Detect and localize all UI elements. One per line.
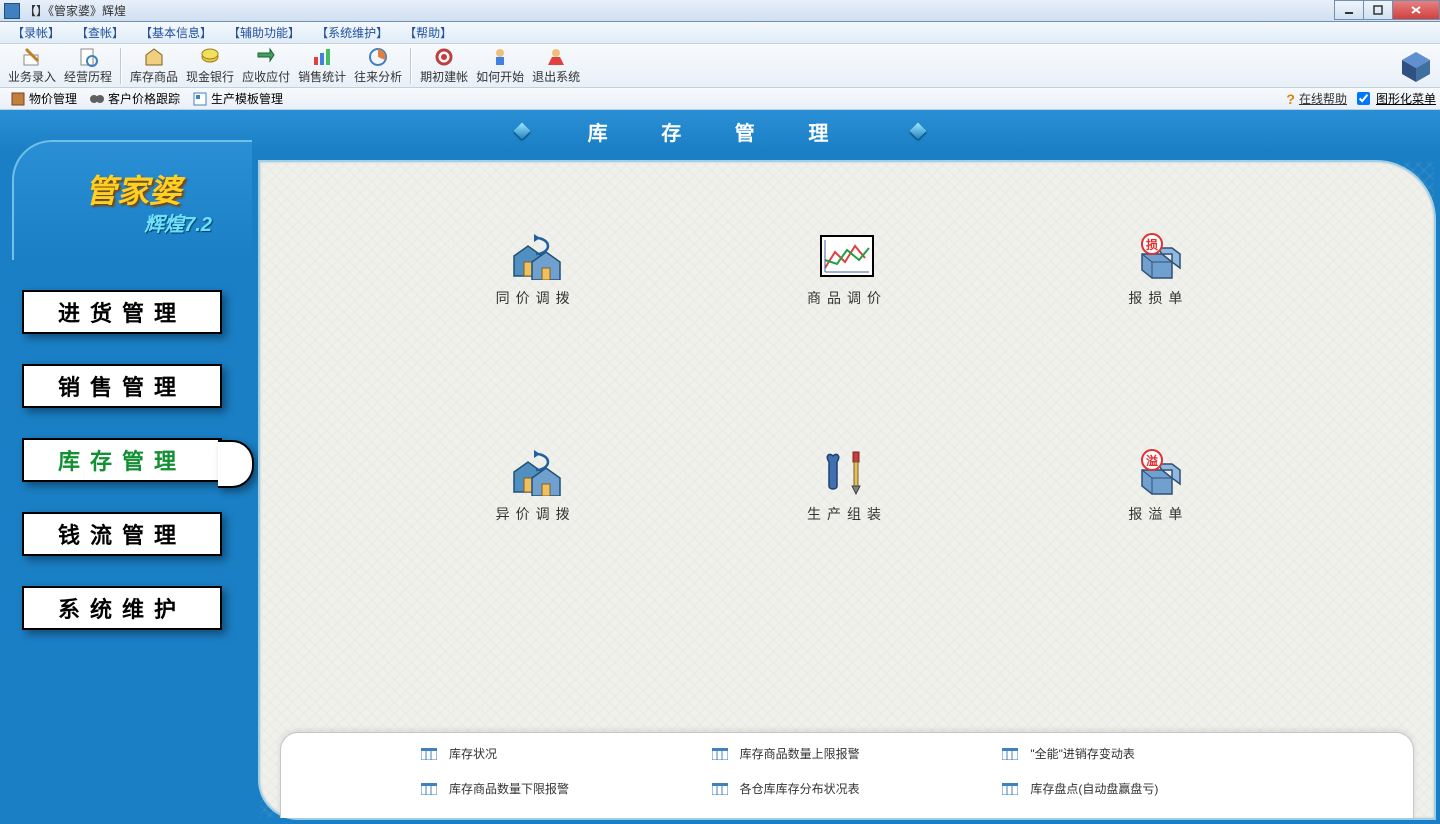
menu-basic-info[interactable]: 【基本信息】 xyxy=(132,22,220,43)
diamond-icon xyxy=(513,123,530,140)
menu-record[interactable]: 【录帐】 xyxy=(4,22,68,43)
svg-text:损: 损 xyxy=(1146,237,1158,252)
money-icon xyxy=(200,47,220,67)
menu-system[interactable]: 【系统维护】 xyxy=(308,22,396,43)
person-help-icon xyxy=(490,47,510,67)
table-icon xyxy=(712,783,728,795)
nav-purchase[interactable]: 进货管理 xyxy=(22,290,222,334)
tool-stock-goods[interactable]: 库存商品 xyxy=(126,45,182,87)
nav-system[interactable]: 系统维护 xyxy=(22,586,222,630)
logo-sub: 辉煌7.2 xyxy=(144,208,212,237)
toolbar: 业务录入 经营历程 库存商品 现金银行 应收应付 销售统计 往来分析 期初建帐 … xyxy=(0,44,1440,88)
app-icon xyxy=(4,3,20,19)
tool-cash-bank[interactable]: 现金银行 xyxy=(182,45,238,87)
action-loss-report[interactable]: 损 报损单 xyxy=(1003,232,1314,308)
loss-box-icon: 损 xyxy=(1128,232,1188,280)
nav-sales[interactable]: 销售管理 xyxy=(22,364,222,408)
menubar: 【录帐】 【查帐】 【基本信息】 【辅助功能】 【系统维护】 【帮助】 xyxy=(0,22,1440,44)
book-icon xyxy=(10,91,26,107)
tool-exit[interactable]: 退出系统 xyxy=(528,45,584,87)
menu-query[interactable]: 【查帐】 xyxy=(68,22,132,43)
exit-icon xyxy=(546,47,566,67)
action-diff-price-transfer[interactable]: 异价调拨 xyxy=(380,448,691,524)
table-icon xyxy=(1002,783,1018,795)
template-icon xyxy=(192,91,208,107)
sub-price-manage[interactable]: 物价管理 xyxy=(4,88,83,109)
price-chart-icon xyxy=(817,232,877,280)
gear-icon xyxy=(434,47,454,67)
transfer-icon xyxy=(506,448,566,496)
minimize-button[interactable] xyxy=(1334,0,1364,20)
cube-logo-icon xyxy=(1398,48,1434,84)
window-title: 【】《管家婆》辉煌 xyxy=(24,2,126,19)
separator xyxy=(120,48,122,84)
graph-menu-checkbox[interactable] xyxy=(1357,92,1370,105)
analysis-icon xyxy=(368,47,388,67)
online-help-link[interactable]: 在线帮助 xyxy=(1299,90,1347,107)
table-icon xyxy=(421,783,437,795)
tool-how-to-start[interactable]: 如何开始 xyxy=(472,45,528,87)
tool-business-entry[interactable]: 业务录入 xyxy=(4,45,60,87)
action-production-assembly[interactable]: 生产组装 xyxy=(691,448,1002,524)
menu-aux[interactable]: 【辅助功能】 xyxy=(220,22,308,43)
sidebar: 管家婆 辉煌7.2 进货管理 销售管理 库存管理 钱流管理 系统维护 xyxy=(12,140,252,630)
tool-business-history[interactable]: 经营历程 xyxy=(60,45,116,87)
action-overflow-report[interactable]: 溢 报溢单 xyxy=(1003,448,1314,524)
icon-grid: 同价调拨 商品调价 xyxy=(260,162,1434,524)
warehouse-icon xyxy=(144,47,164,67)
bottom-link-panel: 库存状况 库存商品数量上限报警 "全能"进销存变动表 库存商品数量下限报警 各仓… xyxy=(280,732,1414,818)
table-icon xyxy=(421,748,437,760)
link-lower-alarm[interactable]: 库存商品数量下限报警 xyxy=(421,780,692,797)
separator xyxy=(410,48,412,84)
main-area: 库 存 管 理 管家婆 辉煌7.2 进货管理 销售管理 库存管理 钱流管理 系统… xyxy=(0,110,1440,824)
link-warehouse-distribution[interactable]: 各仓库库存分布状况表 xyxy=(712,780,983,797)
sub-customer-price-track[interactable]: 客户价格跟踪 xyxy=(83,88,186,109)
logo-panel: 管家婆 辉煌7.2 xyxy=(12,140,252,260)
binoculars-icon xyxy=(89,91,105,107)
sub-production-template[interactable]: 生产模板管理 xyxy=(186,88,289,109)
doc-search-icon xyxy=(78,47,98,67)
graph-menu-label: 图形化菜单 xyxy=(1376,90,1436,107)
nav-money-flow[interactable]: 钱流管理 xyxy=(22,512,222,556)
link-stock-check[interactable]: 库存盘点(自动盘赢盘亏) xyxy=(1002,780,1273,797)
page-title: 库 存 管 理 xyxy=(558,117,883,146)
overflow-box-icon: 溢 xyxy=(1128,448,1188,496)
table-icon xyxy=(712,748,728,760)
tool-transaction-analysis[interactable]: 往来分析 xyxy=(350,45,406,87)
content-panel: 同价调拨 商品调价 xyxy=(258,160,1436,820)
table-icon xyxy=(1002,748,1018,760)
link-upper-alarm[interactable]: 库存商品数量上限报警 xyxy=(712,745,983,762)
link-stock-status[interactable]: 库存状况 xyxy=(421,745,692,762)
close-button[interactable] xyxy=(1392,0,1440,20)
svg-text:溢: 溢 xyxy=(1146,453,1158,468)
action-same-price-transfer[interactable]: 同价调拨 xyxy=(380,232,691,308)
maximize-button[interactable] xyxy=(1363,0,1393,20)
window-titlebar: 【】《管家婆》辉煌 xyxy=(0,0,1440,22)
link-movement-table[interactable]: "全能"进销存变动表 xyxy=(1002,745,1273,762)
diamond-icon xyxy=(910,123,927,140)
action-price-adjust[interactable]: 商品调价 xyxy=(691,232,1002,308)
barchart-icon xyxy=(312,47,332,67)
nav-inventory[interactable]: 库存管理 xyxy=(22,438,222,482)
arrows-icon xyxy=(256,47,276,67)
tool-receivable-payable[interactable]: 应收应付 xyxy=(238,45,294,87)
help-question-icon[interactable]: ? xyxy=(1286,91,1295,107)
menu-help[interactable]: 【帮助】 xyxy=(396,22,460,43)
tool-sales-stats[interactable]: 销售统计 xyxy=(294,45,350,87)
pencil-note-icon xyxy=(22,47,42,67)
tool-initial-setup[interactable]: 期初建帐 xyxy=(416,45,472,87)
tools-icon xyxy=(817,448,877,496)
transfer-icon xyxy=(506,232,566,280)
sub-toolbar: 物价管理 客户价格跟踪 生产模板管理 ? 在线帮助 图形化菜单 xyxy=(0,88,1440,110)
logo-main: 管家婆 xyxy=(85,166,181,212)
